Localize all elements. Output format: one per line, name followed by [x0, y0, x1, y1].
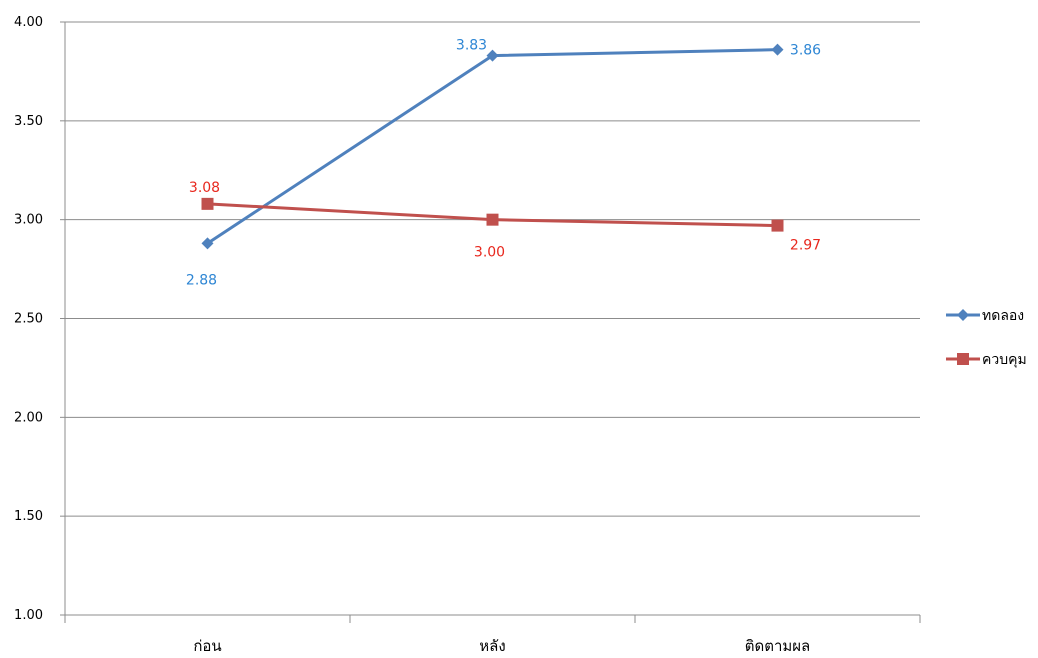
- data-label: 3.08: [189, 180, 220, 196]
- y-tick-label: 1.00: [14, 608, 43, 623]
- data-point-marker: [201, 237, 214, 250]
- data-point-marker: [486, 213, 499, 226]
- data-label: 3.86: [790, 43, 821, 59]
- y-tick-label: 4.00: [14, 15, 43, 30]
- x-category-label: หลัง: [479, 637, 505, 655]
- data-label: 3.00: [474, 245, 505, 261]
- legend-label: ทดลอง: [982, 308, 1024, 324]
- legend-label: ควบคุม: [982, 352, 1027, 368]
- legend-marker: [957, 309, 969, 321]
- legend-marker: [957, 353, 969, 365]
- data-point-marker: [771, 43, 784, 56]
- y-tick-label: 2.50: [14, 312, 43, 327]
- data-point-marker: [486, 49, 499, 62]
- data-label: 2.97: [790, 238, 821, 254]
- y-tick-label: 3.00: [14, 213, 43, 228]
- data-label: 3.83: [456, 38, 487, 54]
- data-point-marker: [771, 219, 784, 232]
- data-point-marker: [201, 197, 214, 210]
- x-category-label: ก่อน: [193, 637, 221, 655]
- x-category-label: ติดตามผล: [745, 637, 811, 655]
- y-tick-label: 2.00: [14, 410, 43, 425]
- data-label: 2.88: [186, 272, 217, 288]
- y-tick-label: 1.50: [14, 509, 43, 524]
- y-tick-label: 3.50: [14, 114, 43, 129]
